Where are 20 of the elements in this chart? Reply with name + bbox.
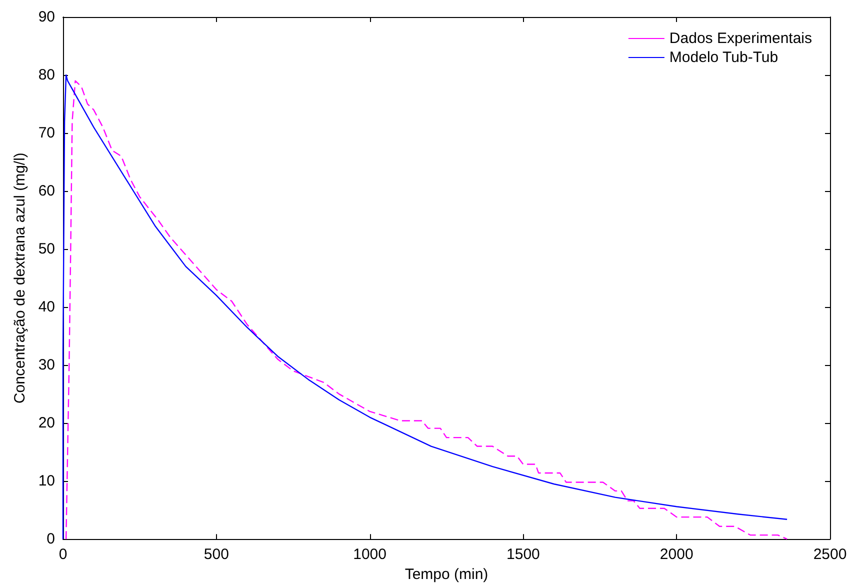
x-tick-label: 1000 <box>353 546 386 564</box>
y-tick-label: 60 <box>38 182 55 200</box>
y-tick-label: 10 <box>38 472 55 490</box>
legend-label: Dados Experimentais <box>669 30 812 47</box>
x-tick-label: 2000 <box>660 546 694 564</box>
y-tick-label: 30 <box>38 356 55 374</box>
y-axis-title: Concentração de dextrana azul (mg/l) <box>11 152 28 404</box>
x-tick-label: 0 <box>58 546 68 564</box>
y-tick-label: 90 <box>38 8 55 26</box>
y-tick-label: 70 <box>38 124 55 142</box>
x-tick-label: 500 <box>204 546 229 564</box>
y-tick-label: 0 <box>46 530 55 548</box>
y-tick-label: 80 <box>38 66 55 84</box>
x-tick-label: 1500 <box>506 546 540 564</box>
y-tick-label: 50 <box>38 240 55 258</box>
y-tick-label: 20 <box>38 414 55 432</box>
legend-label: Modelo Tub-Tub <box>669 49 778 66</box>
x-tick-label: 2500 <box>813 546 847 564</box>
y-tick-label: 40 <box>38 298 55 316</box>
x-axis-title: Tempo (min) <box>404 566 488 583</box>
